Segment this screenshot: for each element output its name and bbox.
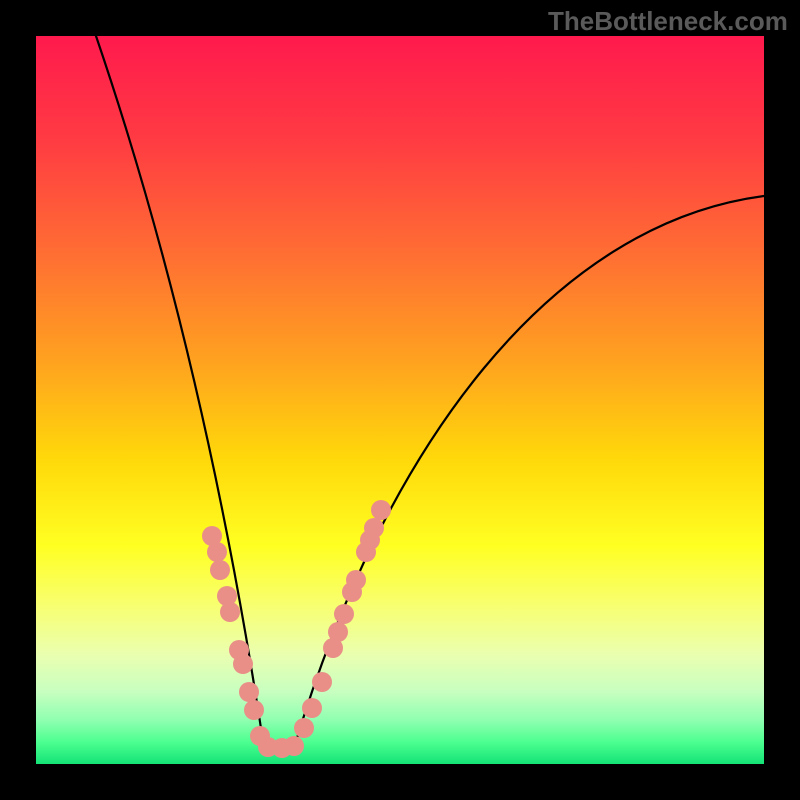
watermark-text: TheBottleneck.com: [548, 6, 788, 37]
gradient-background: [36, 36, 764, 764]
chart-svg: [36, 36, 764, 764]
data-marker: [328, 622, 348, 642]
data-marker: [207, 542, 227, 562]
data-marker: [312, 672, 332, 692]
data-marker: [244, 700, 264, 720]
data-marker: [210, 560, 230, 580]
data-marker: [284, 736, 304, 756]
data-marker: [294, 718, 314, 738]
data-marker: [233, 654, 253, 674]
data-marker: [334, 604, 354, 624]
chart-frame: TheBottleneck.com: [0, 0, 800, 800]
plot-area: [36, 36, 764, 764]
data-marker: [346, 570, 366, 590]
data-marker: [364, 518, 384, 538]
data-marker: [239, 682, 259, 702]
data-marker: [220, 602, 240, 622]
data-marker: [302, 698, 322, 718]
data-marker: [371, 500, 391, 520]
